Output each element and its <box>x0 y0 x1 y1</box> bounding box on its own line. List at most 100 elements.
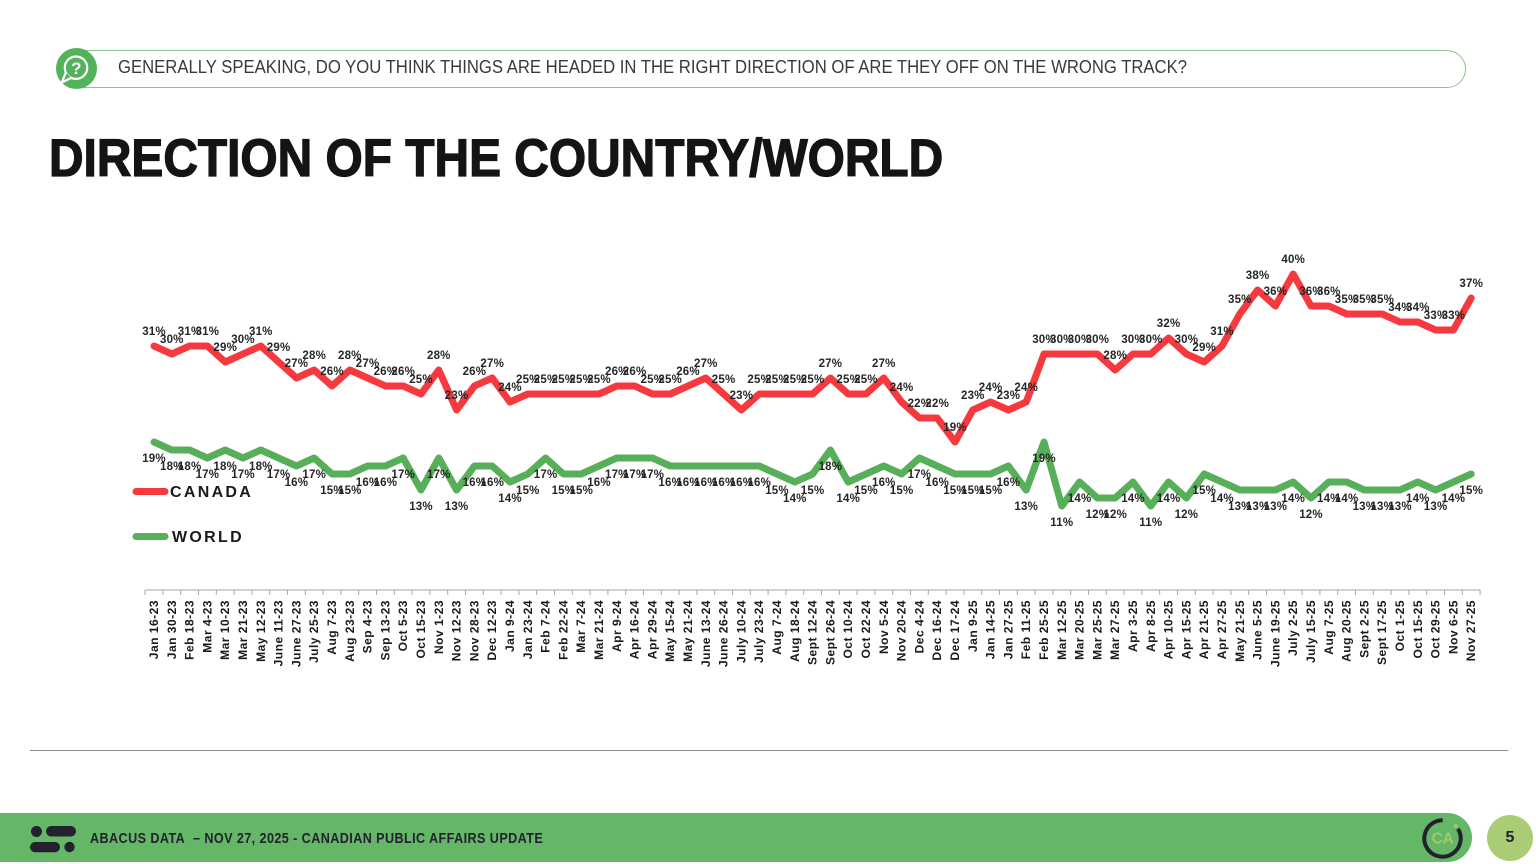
svg-text:26%: 26% <box>391 366 415 378</box>
svg-text:16%: 16% <box>872 477 896 489</box>
svg-text:31%: 31% <box>178 326 202 338</box>
svg-text:25%: 25% <box>534 374 558 386</box>
svg-text:Jan 30-23: Jan 30-23 <box>165 600 179 659</box>
svg-text:June 27-23: June 27-23 <box>289 600 303 667</box>
svg-text:14%: 14% <box>1335 493 1359 505</box>
svg-text:16%: 16% <box>356 477 380 489</box>
svg-text:30%: 30% <box>1175 334 1199 346</box>
svg-text:July 15-25: July 15-25 <box>1304 600 1318 663</box>
svg-text:16%: 16% <box>463 477 487 489</box>
svg-text:28%: 28% <box>302 350 326 362</box>
svg-text:25%: 25% <box>587 374 611 386</box>
svg-text:Jan 23-24: Jan 23-24 <box>521 600 535 659</box>
svg-text:26%: 26% <box>676 366 700 378</box>
svg-text:15%: 15% <box>1459 485 1483 497</box>
svg-text:CANADA: CANADA <box>170 484 253 501</box>
svg-text:Dec 4-24: Dec 4-24 <box>912 600 926 653</box>
svg-text:Dec 17-24: Dec 17-24 <box>948 600 962 661</box>
svg-text:38%: 38% <box>1246 270 1270 282</box>
svg-text:27%: 27% <box>872 358 896 370</box>
svg-text:Sept 12-24: Sept 12-24 <box>806 600 820 665</box>
svg-text:Oct 22-24: Oct 22-24 <box>859 600 873 659</box>
svg-text:13%: 13% <box>1424 501 1448 513</box>
svg-text:22%: 22% <box>908 398 932 410</box>
svg-text:Dec 12-23: Dec 12-23 <box>485 600 499 661</box>
svg-text:17%: 17% <box>267 469 291 481</box>
svg-text:40%: 40% <box>1281 254 1305 266</box>
svg-text:19%: 19% <box>943 422 967 434</box>
svg-text:24%: 24% <box>979 382 1003 394</box>
svg-text:Aug 18-24: Aug 18-24 <box>788 600 802 662</box>
svg-text:Feb 22-24: Feb 22-24 <box>556 600 570 660</box>
svg-text:30%: 30% <box>1032 334 1056 346</box>
svg-text:Aug 7-23: Aug 7-23 <box>325 600 339 655</box>
svg-text:Apr 29-24: Apr 29-24 <box>645 600 659 659</box>
svg-text:Feb 11-25: Feb 11-25 <box>1019 600 1033 659</box>
svg-text:36%: 36% <box>1264 286 1288 298</box>
svg-text:16%: 16% <box>997 477 1021 489</box>
svg-text:14%: 14% <box>1406 493 1430 505</box>
svg-text:16%: 16% <box>676 477 700 489</box>
svg-text:13%: 13% <box>1264 501 1288 513</box>
svg-text:Jan 14-25: Jan 14-25 <box>984 600 998 659</box>
svg-text:May 15-24: May 15-24 <box>663 600 677 662</box>
svg-text:26%: 26% <box>463 366 487 378</box>
svg-text:31%: 31% <box>142 326 166 338</box>
svg-text:16%: 16% <box>480 477 504 489</box>
svg-text:16%: 16% <box>587 477 611 489</box>
svg-text:15%: 15% <box>961 485 985 497</box>
svg-text:24%: 24% <box>498 382 522 394</box>
svg-text:Mar 4-23: Mar 4-23 <box>200 600 214 653</box>
svg-text:16%: 16% <box>925 477 949 489</box>
svg-text:Jan 16-23: Jan 16-23 <box>147 600 161 659</box>
svg-text:34%: 34% <box>1406 302 1430 314</box>
svg-text:15%: 15% <box>552 485 576 497</box>
svg-text:Mar 21-24: Mar 21-24 <box>592 600 606 660</box>
svg-text:June 11-23: June 11-23 <box>272 600 286 666</box>
svg-text:36%: 36% <box>1317 286 1341 298</box>
svg-text:30%: 30% <box>1068 334 1092 346</box>
svg-text:Mar 21-23: Mar 21-23 <box>236 600 250 660</box>
svg-text:15%: 15% <box>890 485 914 497</box>
svg-text:19%: 19% <box>142 453 166 465</box>
svg-text:Nov 28-23: Nov 28-23 <box>467 600 481 661</box>
svg-text:24%: 24% <box>1014 382 1038 394</box>
svg-text:25%: 25% <box>783 374 807 386</box>
svg-text:25%: 25% <box>712 374 736 386</box>
svg-text:July 23-24: July 23-24 <box>752 600 766 663</box>
svg-text:Jan 9-24: Jan 9-24 <box>503 600 517 652</box>
svg-text:15%: 15% <box>801 485 825 497</box>
svg-text:Feb 18-23: Feb 18-23 <box>183 600 197 660</box>
svg-text:Oct 1-25: Oct 1-25 <box>1393 600 1407 651</box>
svg-text:26%: 26% <box>374 366 398 378</box>
svg-text:Nov 6-25: Nov 6-25 <box>1446 600 1460 654</box>
svg-text:Nov 5-24: Nov 5-24 <box>877 600 891 654</box>
svg-text:Apr 27-25: Apr 27-25 <box>1215 600 1229 659</box>
svg-text:July 2-25: July 2-25 <box>1286 600 1300 656</box>
svg-text:25%: 25% <box>836 374 860 386</box>
svg-text:27%: 27% <box>285 358 309 370</box>
svg-text:14%: 14% <box>1121 493 1145 505</box>
svg-text:30%: 30% <box>231 334 255 346</box>
svg-text:12%: 12% <box>1103 509 1127 521</box>
svg-text:25%: 25% <box>552 374 576 386</box>
svg-text:17%: 17% <box>231 469 255 481</box>
svg-text:25%: 25% <box>658 374 682 386</box>
svg-text:17%: 17% <box>427 469 451 481</box>
svg-text:Oct 5-23: Oct 5-23 <box>396 600 410 651</box>
svg-text:15%: 15% <box>569 485 593 497</box>
svg-text:13%: 13% <box>1388 501 1412 513</box>
svg-text:Mar 12-25: Mar 12-25 <box>1055 600 1069 660</box>
svg-text:July 25-23: July 25-23 <box>307 600 321 663</box>
svg-text:17%: 17% <box>391 469 415 481</box>
svg-text:13%: 13% <box>409 501 433 513</box>
svg-text:Apr 8-25: Apr 8-25 <box>1144 600 1158 652</box>
svg-text:15%: 15% <box>979 485 1003 497</box>
svg-text:16%: 16% <box>730 477 754 489</box>
svg-text:17%: 17% <box>623 469 647 481</box>
svg-text:23%: 23% <box>961 390 985 402</box>
svg-text:Oct 29-25: Oct 29-25 <box>1429 600 1443 659</box>
svg-text:June 13-24: June 13-24 <box>699 600 713 667</box>
svg-text:Sept 17-25: Sept 17-25 <box>1375 600 1389 665</box>
svg-text:14%: 14% <box>1068 493 1092 505</box>
